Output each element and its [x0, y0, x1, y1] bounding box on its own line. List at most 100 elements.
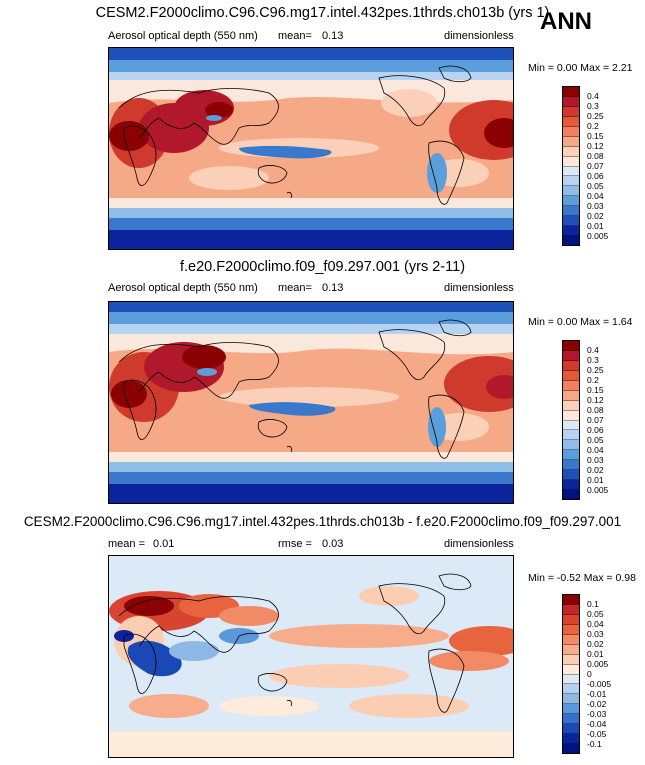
panel3-map: [108, 555, 514, 758]
panel3-colorbar-swatch: [563, 604, 579, 615]
panel2-colorbar-label: 0.12: [587, 395, 604, 405]
panel2-variable-label: Aerosol optical depth (550 nm): [108, 282, 258, 294]
panel3-colorbar-label: -0.1: [587, 739, 602, 749]
panel2-colorbar-label: 0.005: [587, 485, 609, 495]
panel3-colorbar-label: -0.01: [587, 689, 607, 699]
panel2-colorbar-swatch: [563, 341, 579, 351]
panel1-colorbar-label: 0.3: [587, 101, 599, 111]
panel3-colorbar-swatch: [563, 624, 579, 635]
panel1-colorbar-label: 0.4: [587, 91, 599, 101]
panel3-colorbar-swatch: [563, 714, 579, 725]
panel1-colorbar-label: 0.2: [587, 121, 599, 131]
panel1-colorbar-swatch: [563, 116, 579, 127]
panel1-colorbar-label: 0.02: [587, 211, 604, 221]
panel2-colorbar-swatch: [563, 450, 579, 461]
panel2-colorbar-swatch: [563, 490, 579, 499]
panel2-title: f.e20.F2000climo.f09_f09.297.001 (yrs 2-…: [179, 259, 466, 275]
panel3-colorbar-swatch: [563, 634, 579, 645]
panel3-colorbar-label: -0.02: [587, 699, 607, 709]
panel2-colorbar-label: 0.07: [587, 415, 604, 425]
panel2-colorbar-label: 0.02: [587, 465, 604, 475]
panel3-colorbar-label: 0.01: [587, 649, 604, 659]
panel1-colorbar-label: 0.12: [587, 141, 604, 151]
panel2-colorbar-swatch: [563, 440, 579, 451]
panel2-mean-label: mean=: [278, 282, 312, 294]
panel2-colorbar-swatch: [563, 460, 579, 471]
panel2-colorbar-swatch: [563, 380, 579, 391]
panel3-units: dimensionless: [444, 538, 514, 550]
panel1-colorbar-swatch: [563, 87, 579, 97]
panel3-colorbar-swatch: [563, 734, 579, 745]
panel2-colorbar-swatch: [563, 360, 579, 371]
panel2-colorbar-swatch: [563, 420, 579, 431]
panel2-colorbar-label: 0.25: [587, 365, 604, 375]
panel2-colorbar-swatch: [563, 480, 579, 491]
panel1-colorbar-label: 0.005: [587, 231, 609, 241]
panel2-colorbar-swatch: [563, 430, 579, 441]
panel2-colorbar-label: 0.3: [587, 355, 599, 365]
panel1-colorbar-label: 0.15: [587, 131, 604, 141]
panel1-colorbar-swatch: [563, 196, 579, 207]
panel1-colorbar-swatch: [563, 126, 579, 137]
panel1-colorbar-swatch: [563, 236, 579, 245]
panel1-colorbar-label: 0.25: [587, 111, 604, 121]
panel1-variable-label: Aerosol optical depth (550 nm): [108, 30, 258, 42]
panel1-colorbar-swatch: [563, 176, 579, 187]
panel3-colorbar-swatch: [563, 724, 579, 735]
panel3-colorbar-swatch: [563, 674, 579, 685]
panel1-colorbar-swatch: [563, 136, 579, 147]
panel2-mean-value: 0.13: [322, 282, 344, 294]
panel3-colorbar-label: 0.005: [587, 659, 609, 669]
panel2-colorbar-label: 0.06: [587, 425, 604, 435]
panel1-colorbar-swatch: [563, 186, 579, 197]
panel1-colorbar-label: 0.03: [587, 201, 604, 211]
panel1-mean-label: mean=: [278, 30, 312, 42]
panel2-colorbar-label: 0.15: [587, 385, 604, 395]
panel2-colorbar-swatch: [563, 370, 579, 381]
panel1-mean-value: 0.13: [322, 30, 344, 42]
panel2-colorbar-swatch: [563, 410, 579, 421]
panel3-colorbar-swatch: [563, 694, 579, 705]
panel1-colorbar-swatch: [563, 226, 579, 237]
panel2-colorbar-label: 0.05: [587, 435, 604, 445]
panel2-colorbar-swatch: [563, 390, 579, 401]
panel2-colorbar-label: 0.2: [587, 375, 599, 385]
panel2-minmax: Min = 0.00 Max = 1.64: [528, 316, 633, 328]
panel3-colorbar-label: -0.05: [587, 729, 607, 739]
panel2-colorbar-label: 0.01: [587, 475, 604, 485]
panel2-colorbar-label: 0.4: [587, 345, 599, 355]
panel3-rmse-value: 0.03: [322, 538, 344, 550]
panel2-colorbar-label: 0.03: [587, 455, 604, 465]
panel1-title: CESM2.F2000climo.C96.C96.mg17.intel.432p…: [95, 5, 550, 21]
panel2-colorbar-swatch: [563, 400, 579, 411]
panel1-colorbar-label: 0.08: [587, 151, 604, 161]
panel1-map: [108, 47, 514, 250]
panel3-colorbar-swatch: [563, 684, 579, 695]
panel2-units: dimensionless: [444, 282, 514, 294]
panel3-colorbar-label: -0.005: [587, 679, 612, 689]
panel1-colorbar-swatch: [563, 206, 579, 217]
panel3-colorbar-swatch: [563, 614, 579, 625]
panel3-title: CESM2.F2000climo.C96.C96.mg17.intel.432p…: [23, 514, 622, 529]
panel3-colorbar-label: 0.02: [587, 639, 604, 649]
panel2-colorbar-label: 0.04: [587, 445, 604, 455]
panel3-colorbar-swatch: [563, 664, 579, 675]
panel3-colorbar-label: -0.03: [587, 709, 607, 719]
panel1-colorbar-swatch: [563, 216, 579, 227]
panel2-colorbar: [562, 340, 580, 500]
panel1-colorbar-label: 0.04: [587, 191, 604, 201]
panel1-colorbar-label: 0.05: [587, 181, 604, 191]
panel1-colorbar-label: 0.07: [587, 161, 604, 171]
panel2-colorbar-swatch: [563, 470, 579, 481]
panel1-colorbar-swatch: [563, 96, 579, 107]
panel3-colorbar-label: 0.04: [587, 619, 604, 629]
panel2-colorbar-swatch: [563, 350, 579, 361]
panel3-rmse-label: rmse =: [278, 538, 312, 550]
panel1-colorbar-swatch: [563, 166, 579, 177]
panel1-colorbar-swatch: [563, 106, 579, 117]
panel3-colorbar-swatch: [563, 704, 579, 715]
panel1-colorbar-label: 0.01: [587, 221, 604, 231]
panel3-mean-label: mean =: [108, 538, 145, 550]
panel2-map: [108, 301, 514, 504]
panel1-colorbar: [562, 86, 580, 246]
